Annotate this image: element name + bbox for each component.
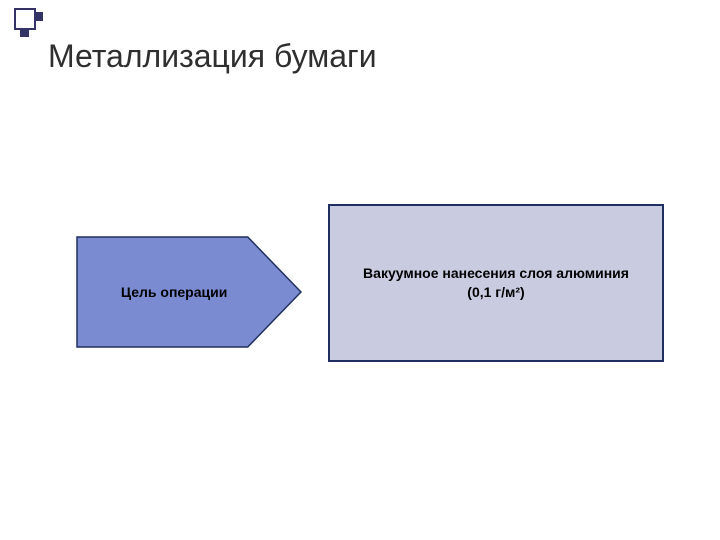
operation-description-box: Вакуумное нанесения слоя алюминия (0,1 г… <box>328 204 664 362</box>
deco-square-outline <box>14 8 36 30</box>
operation-goal-arrow: Цель операции <box>76 236 302 348</box>
deco-square-fill-2 <box>20 28 29 37</box>
operation-description-line2: (0,1 г/м²) <box>467 283 524 302</box>
slide-title: Металлизация бумаги <box>48 38 377 75</box>
operation-description-line1: Вакуумное нанесения слоя алюминия <box>363 264 629 283</box>
operation-goal-label: Цель операции <box>76 236 302 348</box>
slide: Металлизация бумаги Цель операции Вакуум… <box>0 0 720 540</box>
deco-square-fill-1 <box>34 12 43 21</box>
title-bullet-decoration <box>14 8 48 42</box>
